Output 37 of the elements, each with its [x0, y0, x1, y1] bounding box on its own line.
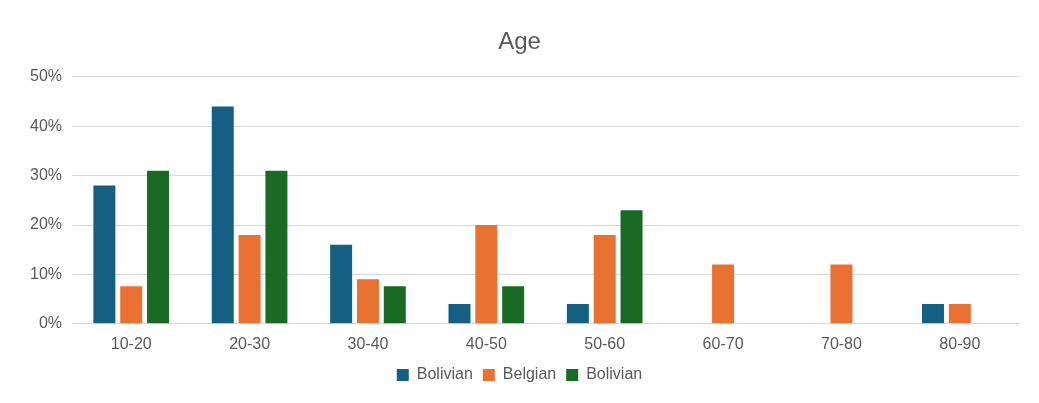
bar [211, 106, 234, 324]
y-tick-label: 0% [38, 314, 63, 332]
x-tick-label: 20-30 [229, 334, 271, 352]
x-tick-label: 80-90 [939, 334, 981, 352]
bar [566, 304, 589, 324]
legend-label: Bolivian [586, 365, 643, 383]
bar [120, 286, 143, 324]
bar [948, 304, 971, 324]
y-tick-label: 30% [29, 166, 63, 184]
bar [383, 286, 406, 324]
bar [448, 304, 471, 324]
bar [475, 225, 498, 324]
chart-title: Age [498, 27, 541, 55]
y-tick-label: 20% [29, 215, 63, 233]
bar [593, 234, 616, 324]
x-tick-label: 50-60 [584, 334, 626, 352]
y-tick-label: 10% [29, 264, 63, 282]
bar [712, 264, 735, 324]
y-tick-label: 50% [29, 67, 63, 85]
x-tick-label: 30-40 [347, 334, 389, 352]
bar [330, 244, 353, 324]
bar [265, 170, 288, 324]
x-tick-label: 10-20 [110, 334, 152, 352]
bar [620, 210, 643, 324]
x-tick-label: 70-80 [820, 334, 862, 352]
bar [356, 279, 379, 324]
bar [502, 286, 525, 324]
bar [238, 234, 261, 324]
bar [830, 264, 853, 324]
x-tick-label: 40-50 [465, 334, 507, 352]
y-tick-label: 40% [29, 116, 63, 134]
bar [147, 170, 170, 324]
legend-label: Bolivian [416, 365, 473, 383]
x-tick-label: 60-70 [702, 334, 744, 352]
bar [921, 304, 944, 324]
bar [93, 185, 116, 324]
legend-label: Belgian [502, 365, 557, 383]
